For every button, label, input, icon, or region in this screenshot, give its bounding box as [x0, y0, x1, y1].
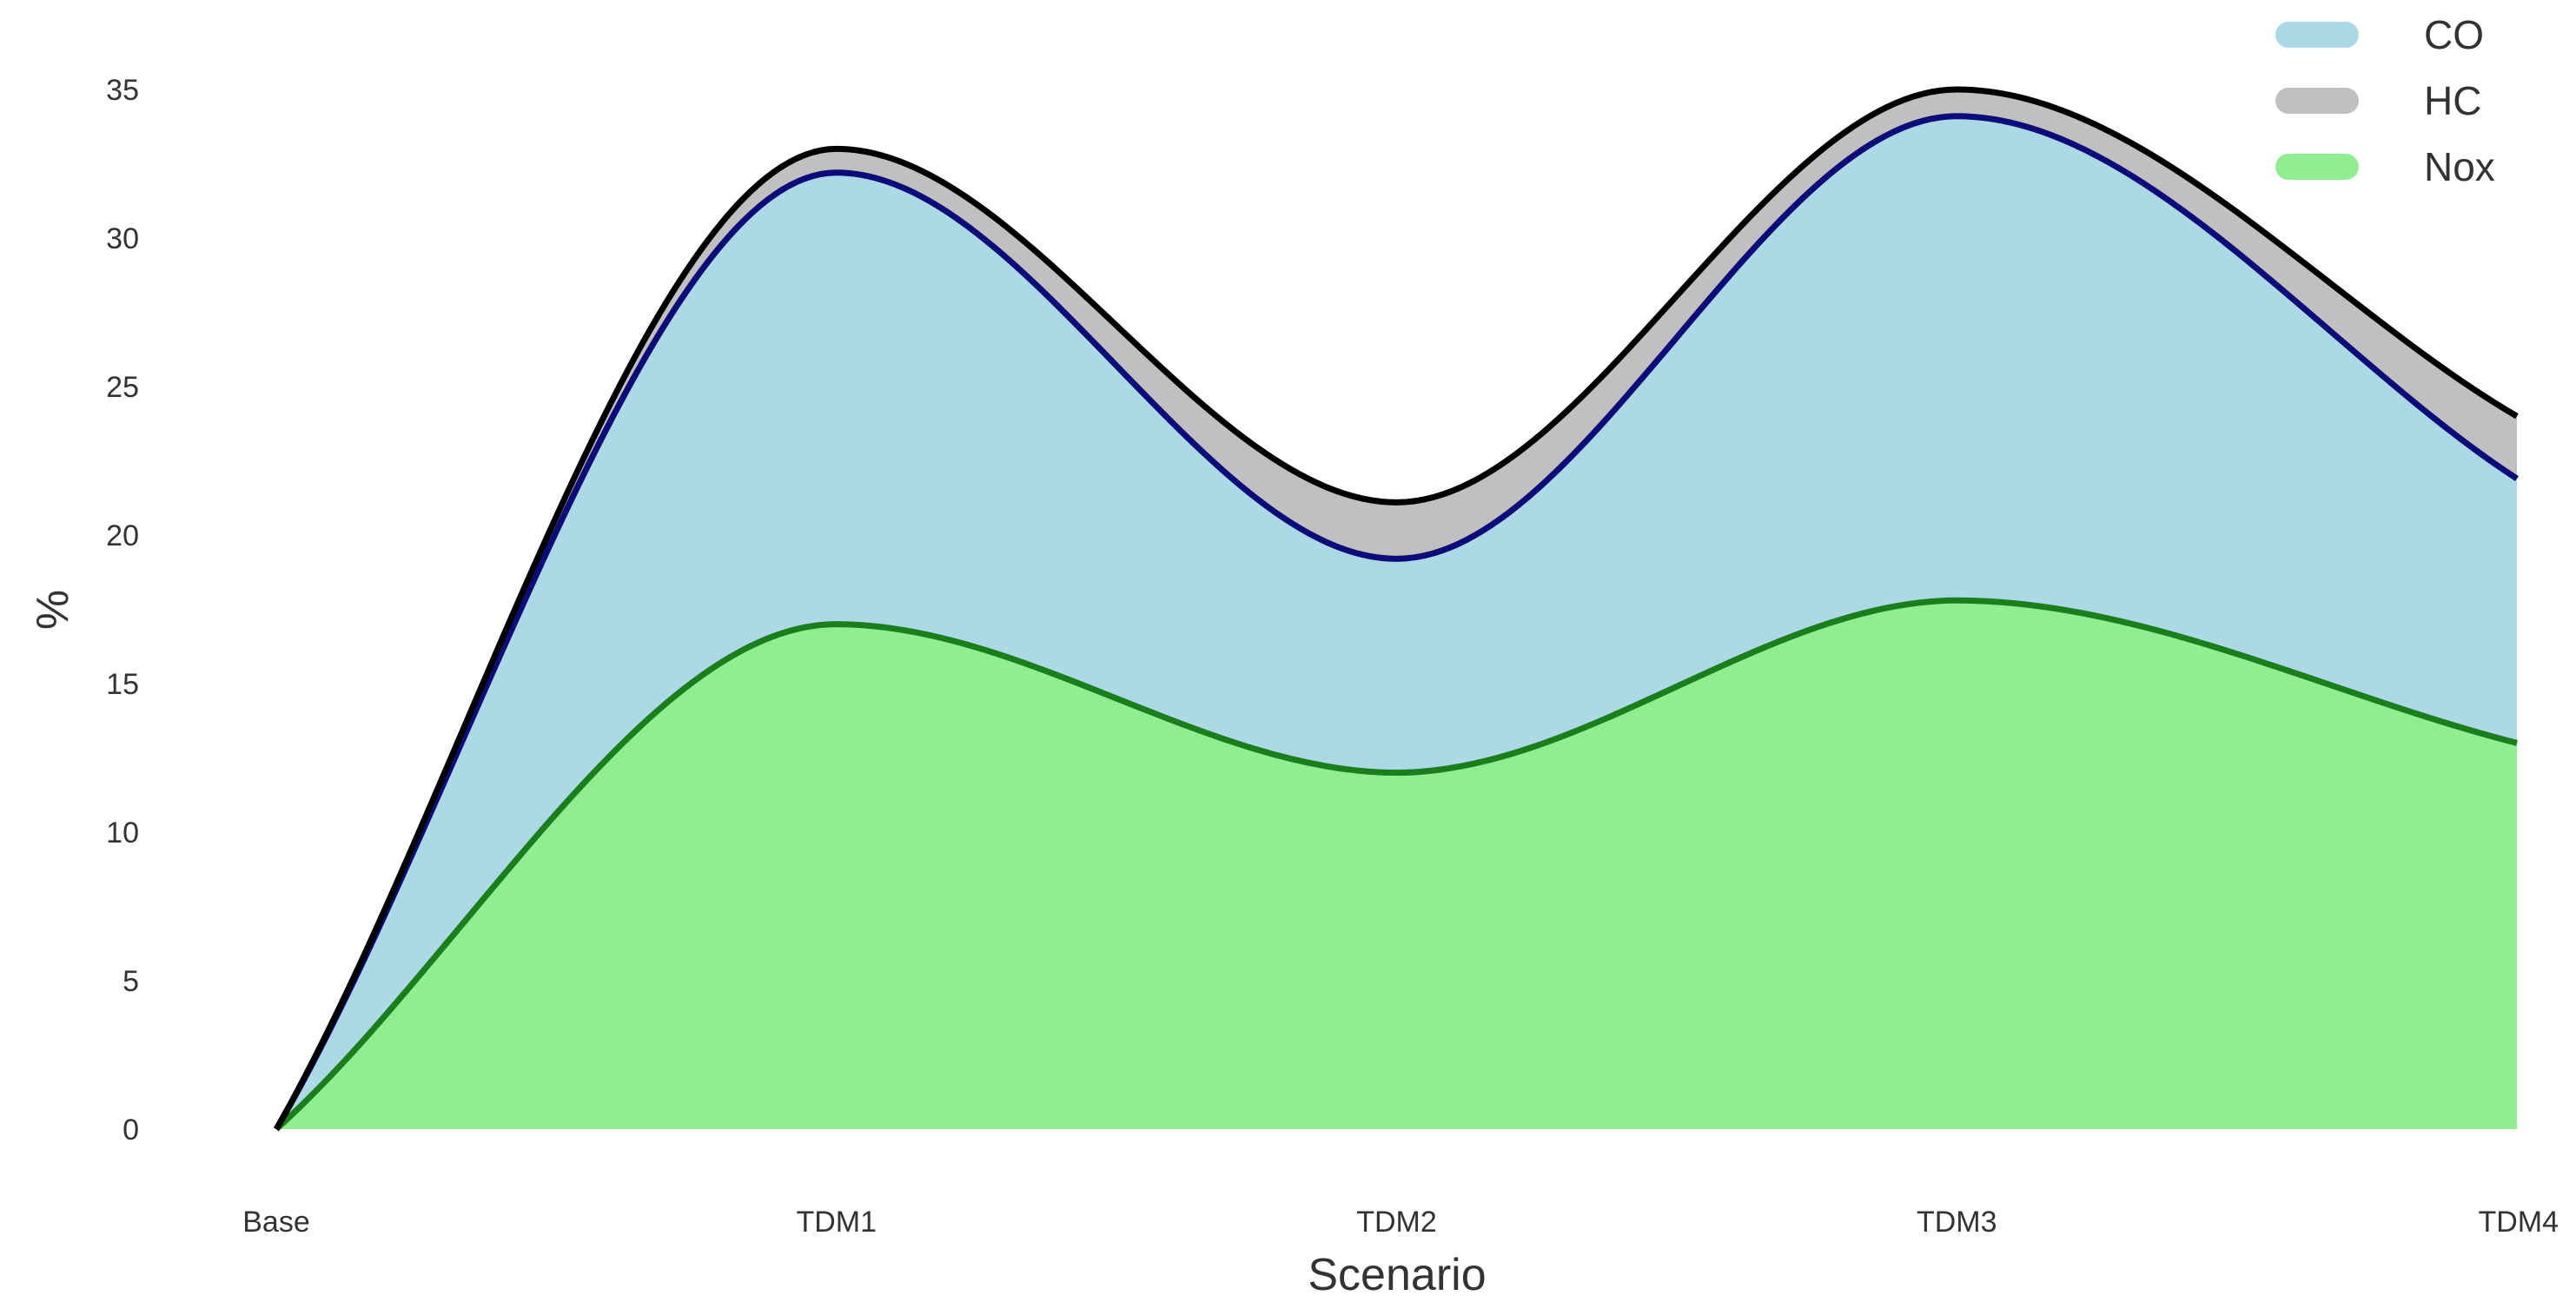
- y-tick-label: 5: [123, 965, 139, 998]
- legend-item-co: CO: [2275, 12, 2484, 57]
- legend-item-nox: Nox: [2275, 144, 2495, 189]
- legend: CO HC Nox: [2275, 12, 2495, 189]
- legend-item-hc: HC: [2275, 78, 2481, 123]
- x-tick-label: TDM1: [796, 1206, 877, 1239]
- line-nox: [274, 597, 2518, 1132]
- area-nox: [276, 600, 2517, 1129]
- legend-label: Nox: [2424, 144, 2495, 189]
- x-tick-label: TDM2: [1356, 1206, 1437, 1239]
- x-axis-title: Scenario: [1308, 1250, 1486, 1300]
- y-axis-title: %: [28, 590, 78, 630]
- y-tick-label: 35: [106, 74, 139, 107]
- x-tick-label: TDM3: [1917, 1206, 1997, 1239]
- y-tick-label: 15: [106, 668, 139, 701]
- y-axis-ticks: 0 5 10 15 20 25 30 35: [106, 74, 139, 1147]
- legend-label: HC: [2424, 78, 2481, 123]
- area-layers: [276, 89, 2517, 1129]
- y-tick-label: 20: [106, 519, 139, 552]
- x-tick-label: TDM4: [2478, 1206, 2559, 1239]
- series-lines: [273, 86, 2519, 1132]
- line-co: [273, 113, 2519, 1131]
- y-tick-label: 30: [106, 222, 139, 255]
- y-tick-label: 0: [123, 1114, 139, 1147]
- y-tick-label: 10: [106, 816, 139, 849]
- line-hc: [273, 86, 2519, 1131]
- x-axis-ticks: Base TDM1 TDM2 TDM3 TDM4: [242, 1206, 2559, 1239]
- x-tick-label: Base: [242, 1206, 310, 1239]
- legend-label: CO: [2424, 12, 2484, 57]
- y-tick-label: 25: [106, 371, 139, 404]
